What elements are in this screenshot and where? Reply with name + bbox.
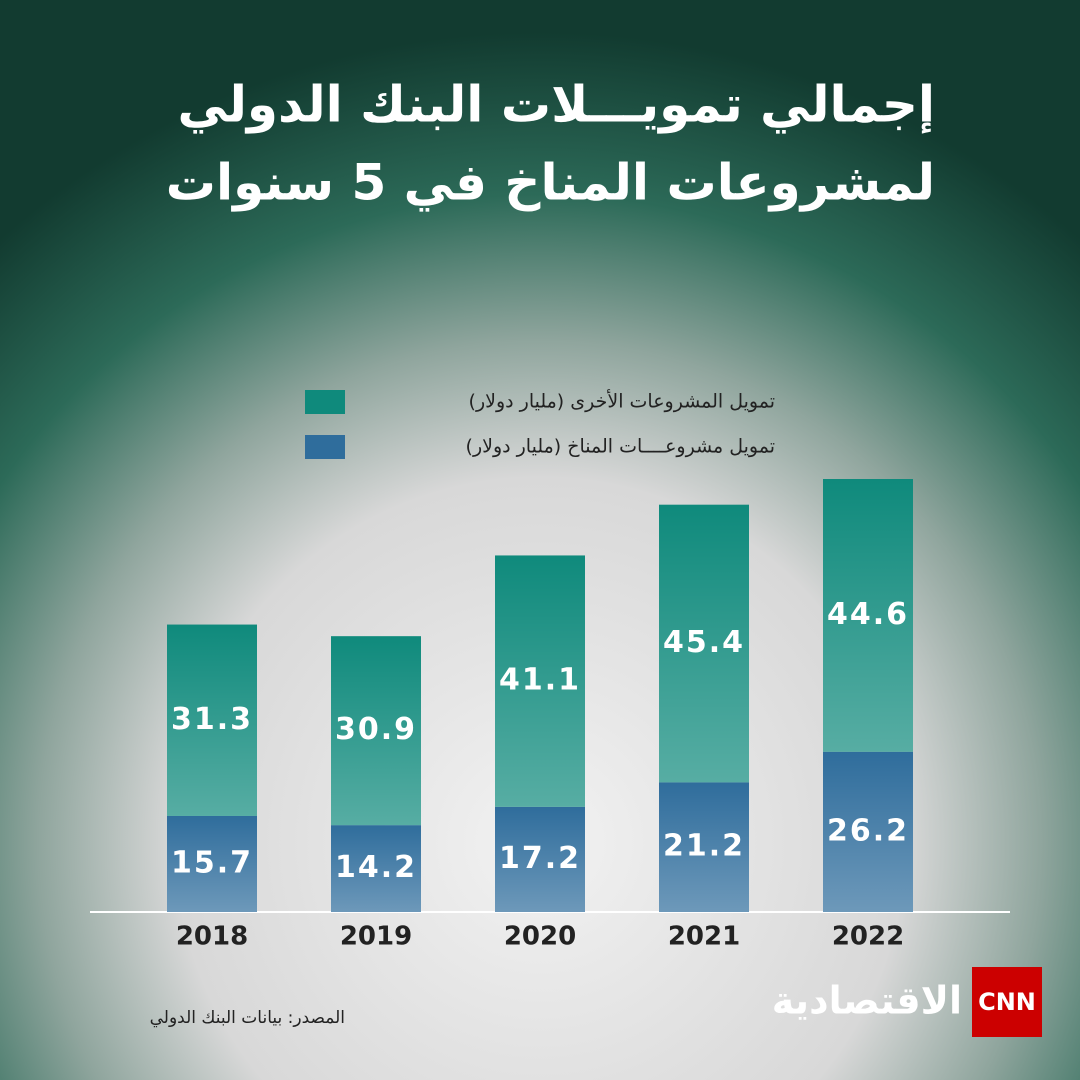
value-label: 26.2 — [827, 813, 909, 848]
x-tick-label: 2020 — [504, 922, 576, 952]
x-tick-label: 2021 — [668, 922, 740, 952]
value-label: 44.6 — [827, 597, 909, 632]
bar-shade — [823, 479, 913, 752]
value-label: 41.1 — [499, 663, 581, 698]
bar-shade — [331, 825, 421, 912]
x-tick-label: 2022 — [832, 922, 904, 952]
value-label: 30.9 — [335, 712, 417, 747]
value-label: 45.4 — [663, 625, 745, 660]
legend-label: تمويل مشروعــــات المناخ (مليار دولار) — [466, 436, 775, 458]
bar-shade — [167, 624, 257, 816]
bar-shade — [659, 504, 749, 783]
logo-name: الاقتصادية — [772, 979, 962, 1023]
legend-swatch — [305, 435, 345, 459]
bar-shade — [167, 815, 257, 912]
bar-shade — [495, 806, 585, 912]
value-label: 21.2 — [663, 829, 745, 864]
bar-shade — [495, 555, 585, 807]
legend-swatch — [305, 390, 345, 414]
value-label: 14.2 — [335, 850, 417, 885]
bar-shade — [331, 636, 421, 826]
source: المصدر: بيانات البنك الدولي — [150, 1008, 345, 1028]
bar-shade — [659, 782, 749, 912]
chart-title: إجمالي تمويـــلات البنك الدولي — [178, 76, 935, 135]
value-label: 31.3 — [171, 702, 253, 737]
value-label: 17.2 — [499, 841, 581, 876]
logo-box — [972, 967, 1042, 1037]
legend-label: تمويل المشروعات الأخرى (مليار دولار) — [469, 390, 775, 413]
value-label: 15.7 — [171, 845, 253, 880]
logo-brand: CNN — [978, 988, 1036, 1016]
x-tick-label: 2019 — [340, 922, 412, 952]
x-tick-label: 2018 — [176, 922, 248, 952]
logo: CNN الاقتصادية — [772, 967, 1042, 1037]
chart-title: لمشروعات المناخ في 5 سنوات — [166, 154, 935, 213]
bar-shade — [823, 751, 913, 912]
